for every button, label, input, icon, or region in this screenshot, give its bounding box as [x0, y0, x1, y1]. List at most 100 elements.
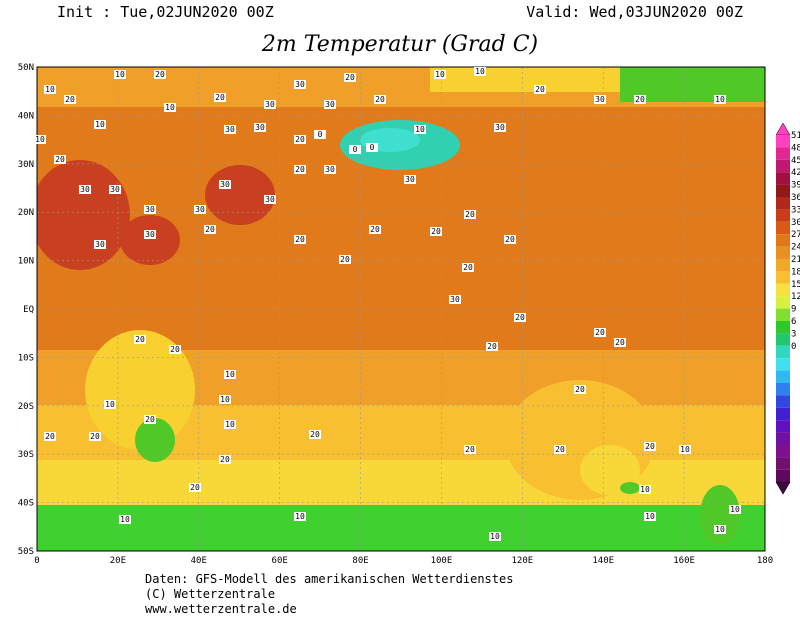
colorbar-label: 9	[791, 305, 796, 315]
colorbar-segment	[776, 345, 790, 359]
map-frame	[36, 66, 766, 552]
contour-label-box	[594, 95, 606, 104]
contour-label-text: 20	[515, 313, 525, 322]
contour-label-text: 20	[465, 210, 475, 219]
map-title: 2m Temperatur (Grad C)	[261, 32, 538, 57]
contour-label-box	[464, 210, 476, 219]
contour-label: 20	[44, 432, 56, 441]
contour-label-box	[489, 532, 501, 541]
contour-label: 10	[714, 525, 726, 534]
lat-label: 10N	[18, 257, 34, 267]
colorbar-segment	[776, 383, 790, 396]
contour-label: 10	[224, 420, 236, 429]
contour-label: 20	[644, 442, 656, 451]
contour-label-box	[224, 370, 236, 379]
colorbar-segment	[776, 469, 790, 483]
contour-label-box	[414, 125, 426, 134]
contour-label-box	[294, 135, 306, 144]
contour-label: 20	[614, 338, 626, 347]
contour-label-box	[314, 130, 326, 139]
contour-label-box	[104, 400, 116, 409]
contour-label-text: 30	[265, 195, 275, 204]
contour-label-text: 20	[55, 155, 65, 164]
contour-label-text: 10	[645, 512, 655, 521]
contour-label: 0	[366, 143, 378, 152]
colorbar-label: 6	[791, 317, 796, 327]
contour-label: 10	[164, 103, 176, 112]
lon-label: 120E	[511, 556, 533, 566]
colorbar-segment	[776, 296, 790, 309]
contour-label-box	[169, 345, 181, 354]
contour-label: 20	[64, 95, 76, 104]
contour-label: 20	[144, 415, 156, 424]
temperature-field	[37, 67, 765, 551]
contour-label-text: 10	[490, 532, 500, 541]
contour-label-box	[644, 442, 656, 451]
contour-label-box	[294, 235, 306, 244]
contour-label: 20	[534, 85, 546, 94]
contour-label-text: 10	[120, 515, 130, 524]
contour-label: 30	[109, 185, 121, 194]
contour-label-box	[204, 225, 216, 234]
contour-label: 20	[344, 73, 356, 82]
contour-label-text: 20	[375, 95, 385, 104]
contour-label-box	[134, 335, 146, 344]
contour-label-text: 30	[295, 80, 305, 89]
contour-label-text: 20	[635, 95, 645, 104]
contour-label: 30	[404, 175, 416, 184]
contour-label: 30	[264, 195, 276, 204]
contour-label-box	[430, 227, 442, 236]
contour-label-text: 20	[145, 415, 155, 424]
contour-label-text: 30	[145, 205, 155, 214]
lat-label: 50S	[18, 547, 34, 557]
contour-label-text: 30	[325, 165, 335, 174]
colorbar-segment	[776, 445, 790, 458]
contour-label: 30	[594, 95, 606, 104]
colorbar-segment	[776, 283, 790, 297]
contour-label: 20	[169, 345, 181, 354]
lat-label: 30S	[18, 450, 34, 460]
contour-label-box	[369, 225, 381, 234]
colorbar-segment	[776, 420, 790, 433]
contour-label: 10	[114, 70, 126, 79]
lat-label: 20S	[18, 402, 34, 412]
contour-label-text: 20	[220, 455, 230, 464]
contour-label-box	[349, 145, 361, 154]
colorbar-label: 33	[791, 205, 800, 215]
colorbar-label: 3	[791, 329, 796, 339]
contour-label-text: 10	[640, 485, 650, 494]
colorbar-label: 24	[791, 243, 800, 253]
lon-label: 0	[34, 556, 39, 566]
contour-label-text: 30	[145, 230, 155, 239]
colorbar-segment	[776, 321, 790, 334]
colorbar-segment	[776, 172, 790, 185]
lat-label: 10S	[18, 353, 34, 363]
colorbar-segment	[776, 271, 790, 284]
contour-label-text: 10	[715, 95, 725, 104]
lon-label: 20E	[110, 556, 126, 566]
lat-label: 50N	[18, 63, 34, 73]
contour-label-text: 10	[415, 125, 425, 134]
contour-label-text: 20	[431, 227, 441, 236]
colorbar-label: 18	[791, 267, 800, 277]
contour-label: 20	[189, 483, 201, 492]
contour-label-box	[294, 80, 306, 89]
contour-label: 30	[494, 123, 506, 132]
contour-label-box	[154, 70, 166, 79]
lon-label: 140E	[592, 556, 614, 566]
contour-label-text: 0	[370, 143, 375, 152]
contour-label-box	[644, 512, 656, 521]
contour-label-box	[44, 85, 56, 94]
contour-label: 10	[679, 445, 691, 454]
contour-label-box	[194, 205, 206, 214]
contour-label-text: 30	[255, 123, 265, 132]
colorbar-label: 45	[791, 156, 800, 166]
colorbar-label: 48	[791, 143, 800, 153]
lat-label: 30N	[18, 160, 34, 170]
contour-label: 10	[34, 135, 46, 144]
lat-label: EQ	[23, 305, 34, 315]
contour-label-text: 0	[353, 145, 358, 154]
contour-label-box	[54, 155, 66, 164]
contour-label-box	[309, 430, 321, 439]
